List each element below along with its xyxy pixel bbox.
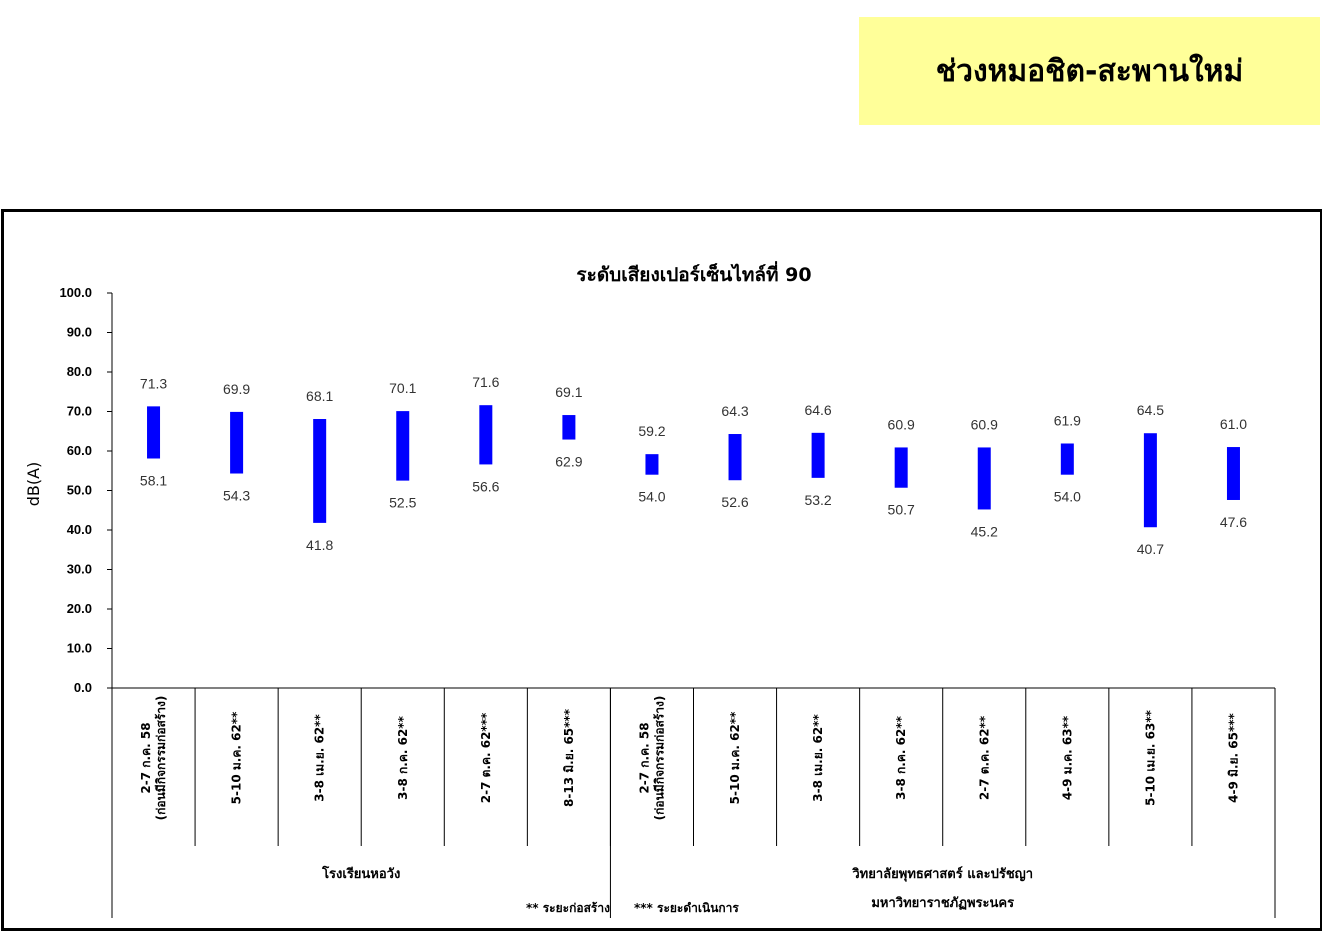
group-label: โรงเรียนหอวัง <box>321 865 400 882</box>
range-bar <box>728 434 742 481</box>
category-label: (ก่อนมีกิจกรรมก่อสร้าง) <box>154 696 168 821</box>
range-bar <box>1226 447 1240 500</box>
chart-frame <box>1 209 1322 931</box>
y-tick-label: 80.0 <box>67 364 92 379</box>
category-label: 5-10 เม.ย. 63** <box>1143 709 1157 806</box>
range-bar <box>1060 443 1074 475</box>
y-tick-label: 10.0 <box>67 641 92 656</box>
min-value-label: 52.5 <box>389 495 416 511</box>
category-label: 4-9 ม.ค. 63** <box>1060 715 1074 800</box>
chart-plot: 0.0 10.0 20.0 30.0 40.0 50.0 60.0 70.0 80.0 90.0 1… <box>59 285 1276 918</box>
max-value-label: 64.5 <box>1137 402 1164 418</box>
max-value-label: 71.3 <box>140 375 167 391</box>
range-bar <box>396 411 410 481</box>
annotation-construction: ** ระยะก่อสร้าง <box>526 901 610 915</box>
max-value-label: 71.6 <box>472 374 499 390</box>
max-value-label: 64.3 <box>721 403 748 419</box>
range-bar <box>313 419 327 523</box>
range-bar <box>562 415 576 440</box>
max-value-label: 69.9 <box>223 381 250 397</box>
y-tick-label: 30.0 <box>67 562 92 577</box>
category-label: 8-13 มิ.ย. 65*** <box>562 708 576 807</box>
chart-title: ระดับเสียงเปอร์เซ็นไทล์ที่ 90 <box>576 261 811 286</box>
max-value-label: 59.2 <box>638 423 665 439</box>
range-bar <box>147 406 161 459</box>
max-value-label: 69.1 <box>555 384 582 400</box>
category-label: 2-7 ต.ค. 62** <box>977 715 991 800</box>
min-value-label: 62.9 <box>555 454 582 470</box>
group-label: วิทยาลัยพุทธศาสตร์ และปรัชญา <box>852 866 1033 882</box>
y-tick-label: 70.0 <box>67 404 92 419</box>
range-bar <box>977 447 991 510</box>
max-value-label: 61.0 <box>1220 416 1247 432</box>
min-value-label: 54.3 <box>223 488 250 504</box>
range-bar <box>811 432 825 478</box>
min-value-label: 54.0 <box>1054 489 1081 505</box>
category-label: 4-9 มิ.ย. 65*** <box>1226 712 1240 802</box>
max-value-label: 64.6 <box>804 402 831 418</box>
y-tick-label: 40.0 <box>67 522 92 537</box>
min-value-label: 45.2 <box>971 523 998 539</box>
min-value-label: 50.7 <box>888 502 915 518</box>
min-value-label: 47.6 <box>1220 514 1247 530</box>
max-value-label: 70.1 <box>389 380 416 396</box>
min-value-label: 52.6 <box>721 494 748 510</box>
max-value-label: 60.9 <box>888 416 915 432</box>
range-bar <box>645 454 659 475</box>
section-banner: ช่วงหมอชิต-สะพานใหม่ <box>859 17 1320 125</box>
y-tick-label: 20.0 <box>67 601 92 616</box>
y-tick-label: 0.0 <box>74 680 92 695</box>
category-label: (ก่อนมีกิจกรรมก่อสร้าง) <box>652 696 666 821</box>
max-value-label: 61.9 <box>1054 412 1081 428</box>
range-bar <box>479 405 493 465</box>
category-label: 3-8 เม.ย. 62** <box>313 714 327 802</box>
category-label: 3-8 ก.ค. 62** <box>396 715 410 799</box>
category-label: 2-7 ต.ค. 62*** <box>479 712 493 803</box>
max-value-label: 68.1 <box>306 388 333 404</box>
min-value-label: 56.6 <box>472 478 499 494</box>
annotation-operation: *** ระยะดำเนินการ <box>634 901 739 915</box>
y-axis-label: dB(A) <box>24 462 43 507</box>
min-value-label: 54.0 <box>638 489 665 505</box>
range-bar <box>894 447 908 488</box>
category-label: 5-10 ม.ค. 62** <box>230 711 244 804</box>
max-value-label: 60.9 <box>971 416 998 432</box>
category-label: 2-7 ก.ค. 58 <box>139 722 153 793</box>
y-tick-label: 60.0 <box>67 443 92 458</box>
min-value-label: 40.7 <box>1137 541 1164 557</box>
category-label: 3-8 ก.ค. 62** <box>894 715 908 799</box>
group-label: มหาวิทยาราชภัฏพระนคร <box>871 896 1014 911</box>
y-tick-label: 100.0 <box>59 285 92 300</box>
min-value-label: 58.1 <box>140 473 167 489</box>
range-bar <box>230 411 244 474</box>
category-label: 2-7 ก.ค. 58 <box>637 722 651 793</box>
y-tick-label: 50.0 <box>67 483 92 498</box>
y-tick-label: 90.0 <box>67 325 92 340</box>
range-bar <box>1143 433 1157 528</box>
min-value-label: 41.8 <box>306 537 333 553</box>
category-label: 3-8 เม.ย. 62** <box>811 714 825 802</box>
banner-title: ช่วงหมอชิต-สะพานใหม่ <box>935 53 1244 89</box>
category-label: 5-10 ม.ค. 62** <box>728 711 742 804</box>
min-value-label: 53.2 <box>804 492 831 508</box>
